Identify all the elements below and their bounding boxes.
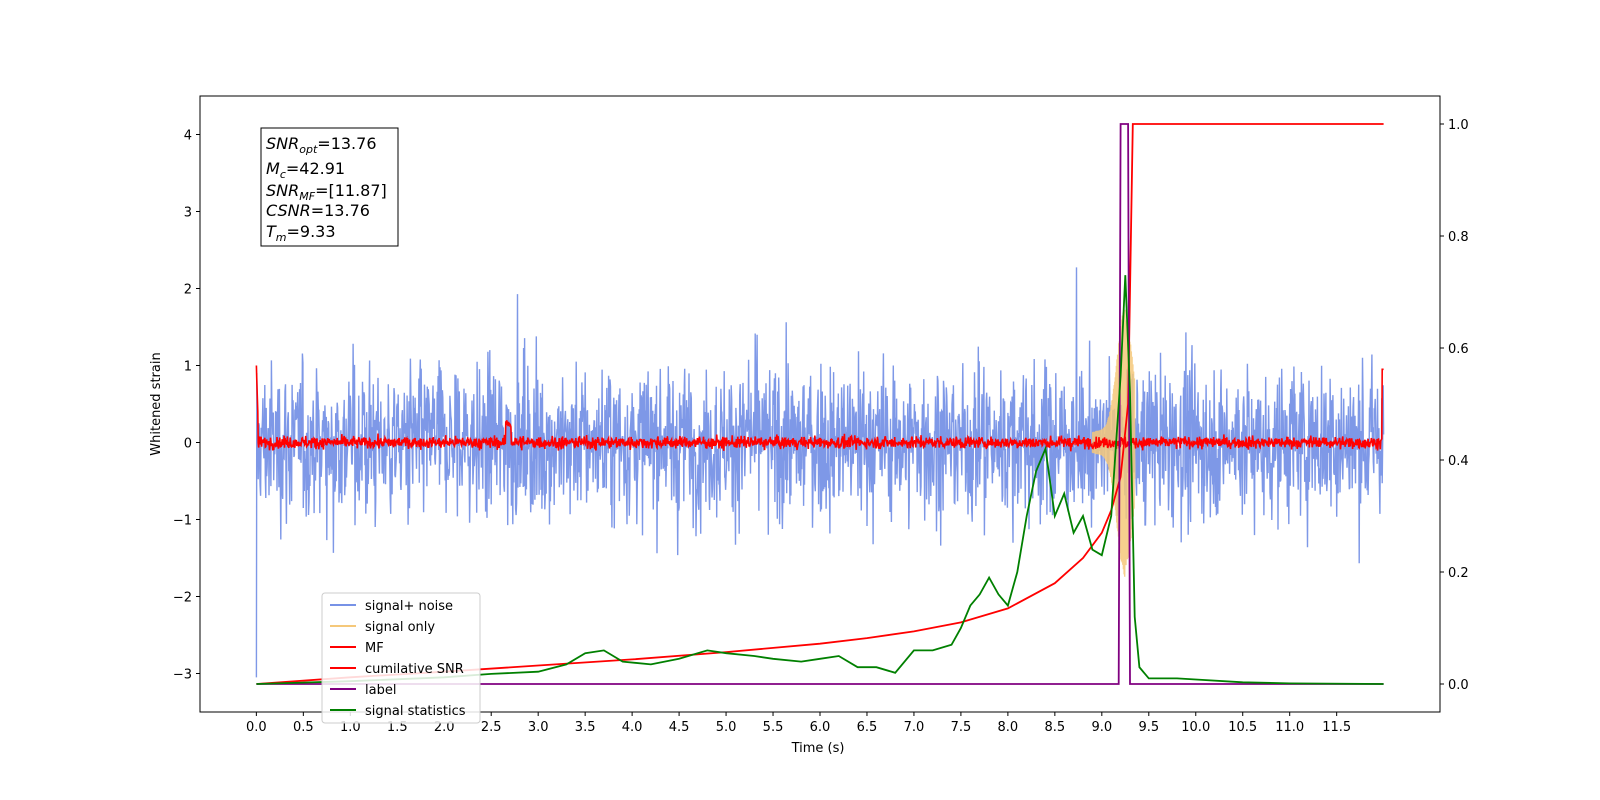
- x-tick-label: 7.5: [951, 720, 972, 735]
- y2-tick-label: 0.6: [1448, 342, 1469, 357]
- annotation-csnr: CSNR=13.76: [266, 201, 370, 220]
- x-tick-label: 11.5: [1322, 720, 1351, 735]
- x-tick-label: 6.5: [857, 720, 878, 735]
- legend-entry: signal statistics: [365, 704, 466, 719]
- series-signal-only-line: [1091, 309, 1136, 577]
- y-tick-label: −1: [173, 514, 192, 529]
- series-signal-statisticsline: [256, 275, 1384, 685]
- x-tick-label: 3.0: [528, 720, 549, 735]
- x-tick-label: 4.5: [669, 720, 690, 735]
- y-tick-label: 1: [184, 360, 192, 375]
- x-tick-label: 10.0: [1181, 720, 1210, 735]
- x-tick-label: 0.0: [246, 720, 267, 735]
- legend-box: [321, 592, 481, 724]
- x-tick-label: 1.0: [340, 720, 361, 735]
- x-tick-label: 11.0: [1275, 720, 1304, 735]
- x-tick-label: 8.5: [1045, 720, 1066, 735]
- y-tick-label: −2: [173, 591, 192, 606]
- annotation-tm: Tm=9.33: [266, 222, 336, 244]
- x-tick-label: 9.5: [1138, 720, 1159, 735]
- y-tick-label: 2: [184, 283, 192, 298]
- annotation-box: SNRopt=13.76 Mc=42.91 SNRMF=[11.87] CSNR…: [260, 127, 399, 247]
- series-labelline: [256, 123, 1384, 685]
- series-cumilative-snrline: [256, 123, 1384, 685]
- legend-entry: signal+ noise: [365, 599, 453, 614]
- y-tick-label: 4: [184, 129, 192, 144]
- x-tick-label: 7.0: [904, 720, 925, 735]
- x-tick-label: 3.5: [575, 720, 596, 735]
- y2-tick-label: 0.0: [1448, 678, 1469, 693]
- x-tick-label: 5.0: [716, 720, 737, 735]
- legend-entry: cumilative SNR: [365, 662, 464, 677]
- x-tick-label: 8.0: [998, 720, 1019, 735]
- series-mf-line: [255, 365, 1384, 452]
- series-signal-noise-line: [255, 267, 1385, 678]
- x-tick-label: 10.5: [1228, 720, 1257, 735]
- x-tick-label: 5.5: [763, 720, 784, 735]
- annotation-mc: Mc=42.91: [266, 159, 345, 181]
- x-tick-label: 2.5: [481, 720, 502, 735]
- legend-entry: label: [365, 683, 396, 698]
- y2-tick-label: 0.8: [1448, 230, 1469, 245]
- y2-tick-label: 0.2: [1448, 566, 1469, 581]
- y-tick-label: −3: [173, 668, 192, 683]
- y2-tick-label: 0.4: [1448, 454, 1469, 469]
- y-axis-label: Whitened strain: [149, 352, 164, 455]
- x-axis-label: Time (s): [791, 741, 845, 756]
- x-tick-label: 4.0: [622, 720, 643, 735]
- plot-layer: [255, 123, 1385, 685]
- y2-tick-label: 1.0: [1448, 118, 1469, 133]
- y-axis-left: −3 −2 −1 0 1 2 3 4: [173, 129, 200, 683]
- legend-entry: signal only: [365, 620, 435, 635]
- x-tick-label: 6.0: [810, 720, 831, 735]
- x-tick-label: 0.5: [293, 720, 314, 735]
- x-tick-label: 1.5: [387, 720, 408, 735]
- y-tick-label: 3: [184, 206, 192, 221]
- y-axis-right: 0.0 0.2 0.4 0.6 0.8 1.0: [1440, 118, 1469, 693]
- x-tick-label: 9.0: [1091, 720, 1112, 735]
- legend: signal+ noise signal only MF cumilative SNR…: [321, 592, 481, 724]
- x-tick-label: 2.0: [434, 720, 455, 735]
- annotation-snr-mf: SNRMF=[11.87]: [266, 181, 387, 203]
- annotation-snr-opt: SNRopt=13.76: [266, 134, 377, 156]
- legend-entry: MF: [365, 641, 384, 656]
- x-axis: 0.0 0.5 1.0 1.5 2.0 2.5 3.0 3.5 4.0 4.5 5.0 5.5 6.0 6…: [246, 712, 1351, 735]
- y-tick-label: 0: [184, 437, 192, 452]
